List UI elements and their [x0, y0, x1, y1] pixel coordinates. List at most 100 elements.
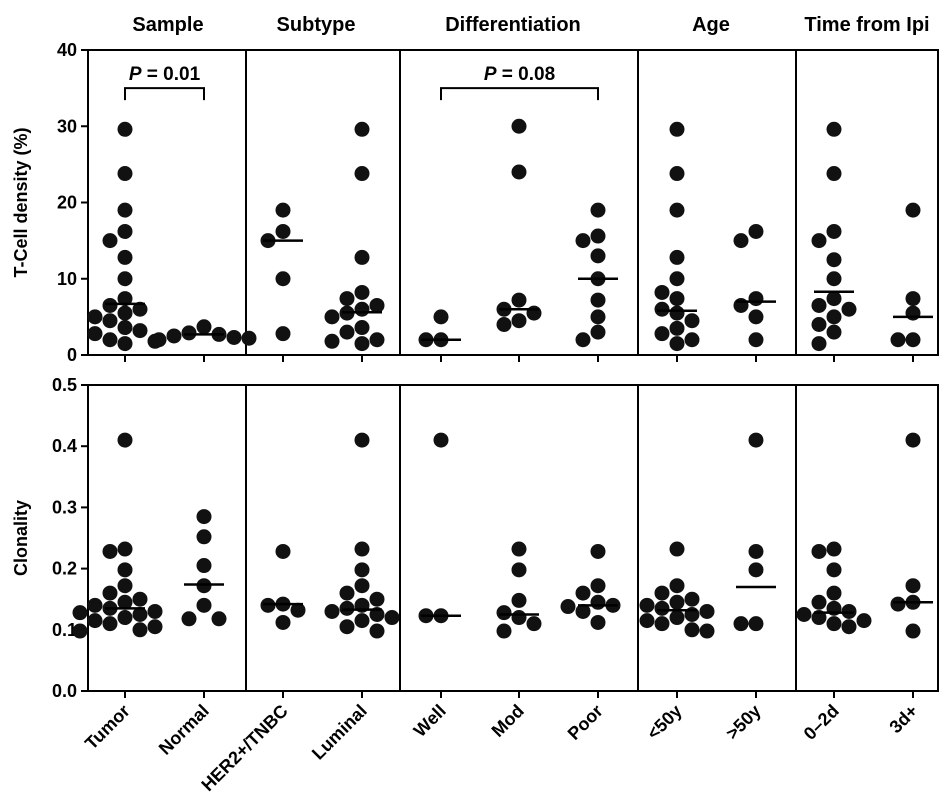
data-point — [669, 594, 685, 610]
data-point — [117, 594, 133, 610]
data-point — [684, 591, 700, 607]
data-point — [590, 202, 606, 218]
data-point — [132, 591, 148, 607]
data-point — [147, 619, 163, 635]
data-point — [826, 271, 842, 287]
data-point — [117, 291, 133, 307]
data-point — [354, 562, 370, 578]
data-point — [748, 562, 764, 578]
panel-frame — [87, 384, 939, 692]
data-point — [733, 616, 749, 632]
data-point — [324, 603, 340, 619]
data-point — [241, 330, 257, 346]
data-point — [354, 166, 370, 182]
data-point — [826, 223, 842, 239]
data-point — [890, 332, 906, 348]
data-point — [560, 599, 576, 615]
data-point — [102, 313, 118, 329]
category-label: >50y — [722, 701, 765, 744]
p-value-symbol: P — [129, 64, 142, 85]
data-point — [826, 121, 842, 137]
data-point — [87, 326, 103, 342]
data-point — [196, 597, 212, 613]
data-point — [526, 305, 542, 321]
data-point — [354, 336, 370, 352]
data-point — [590, 578, 606, 594]
data-point — [166, 328, 182, 344]
data-point — [132, 622, 148, 638]
data-point — [117, 249, 133, 265]
p-value-number: = 0.01 — [142, 64, 201, 85]
y-axis-label: T-Cell density (%) — [11, 127, 31, 277]
data-point — [654, 301, 670, 317]
data-point — [117, 336, 133, 352]
data-point — [196, 319, 212, 335]
data-point — [590, 292, 606, 308]
data-point — [147, 603, 163, 619]
data-point — [354, 121, 370, 137]
y-axis-label: Clonality — [11, 500, 31, 576]
data-point — [87, 309, 103, 325]
data-point — [684, 313, 700, 329]
data-point — [669, 336, 685, 352]
data-point — [369, 332, 385, 348]
data-point — [748, 291, 764, 307]
y-tick-label: 20 — [57, 193, 77, 213]
data-point — [590, 228, 606, 244]
data-point — [117, 541, 133, 557]
data-point — [354, 284, 370, 300]
data-point — [72, 605, 88, 621]
data-point — [826, 291, 842, 307]
data-point — [496, 605, 512, 621]
data-point — [575, 332, 591, 348]
data-point — [117, 320, 133, 336]
data-point — [811, 336, 827, 352]
data-point — [369, 591, 385, 607]
data-point — [590, 324, 606, 340]
data-point — [590, 248, 606, 264]
data-point — [196, 509, 212, 525]
data-point — [669, 291, 685, 307]
data-point — [339, 585, 355, 601]
data-point — [748, 223, 764, 239]
data-point — [117, 562, 133, 578]
data-point — [117, 305, 133, 321]
p-value-number: = 0.08 — [497, 64, 556, 85]
data-point — [117, 271, 133, 287]
data-point — [575, 585, 591, 601]
y-tick-label: 0.1 — [52, 620, 77, 640]
data-point — [102, 332, 118, 348]
data-point — [841, 301, 857, 317]
data-point — [699, 603, 715, 619]
data-point — [590, 309, 606, 325]
data-point — [699, 623, 715, 639]
data-point — [433, 309, 449, 325]
data-point — [826, 562, 842, 578]
data-point — [890, 596, 906, 612]
data-point — [796, 607, 812, 622]
y-tick-label: 0.0 — [52, 681, 77, 701]
data-point — [275, 326, 291, 342]
data-point — [905, 432, 921, 448]
data-point — [211, 611, 227, 627]
group-title: Differentiation — [445, 14, 581, 36]
data-point — [339, 324, 355, 340]
data-point — [290, 602, 306, 618]
data-point — [433, 432, 449, 448]
data-point — [384, 610, 400, 626]
y-tick-label: 0.4 — [52, 436, 77, 456]
data-point — [72, 623, 88, 639]
data-point — [575, 603, 591, 619]
data-point — [639, 613, 655, 629]
data-point — [339, 619, 355, 635]
category-label: Well — [410, 701, 450, 741]
data-point — [856, 613, 872, 629]
group-title: Sample — [132, 14, 203, 36]
data-point — [496, 317, 512, 332]
data-point — [324, 333, 340, 349]
data-point — [511, 164, 527, 180]
data-point — [905, 623, 921, 639]
category-label: 3d+ — [885, 701, 921, 737]
data-point — [590, 594, 606, 610]
category-label: 0–2d — [800, 701, 843, 744]
